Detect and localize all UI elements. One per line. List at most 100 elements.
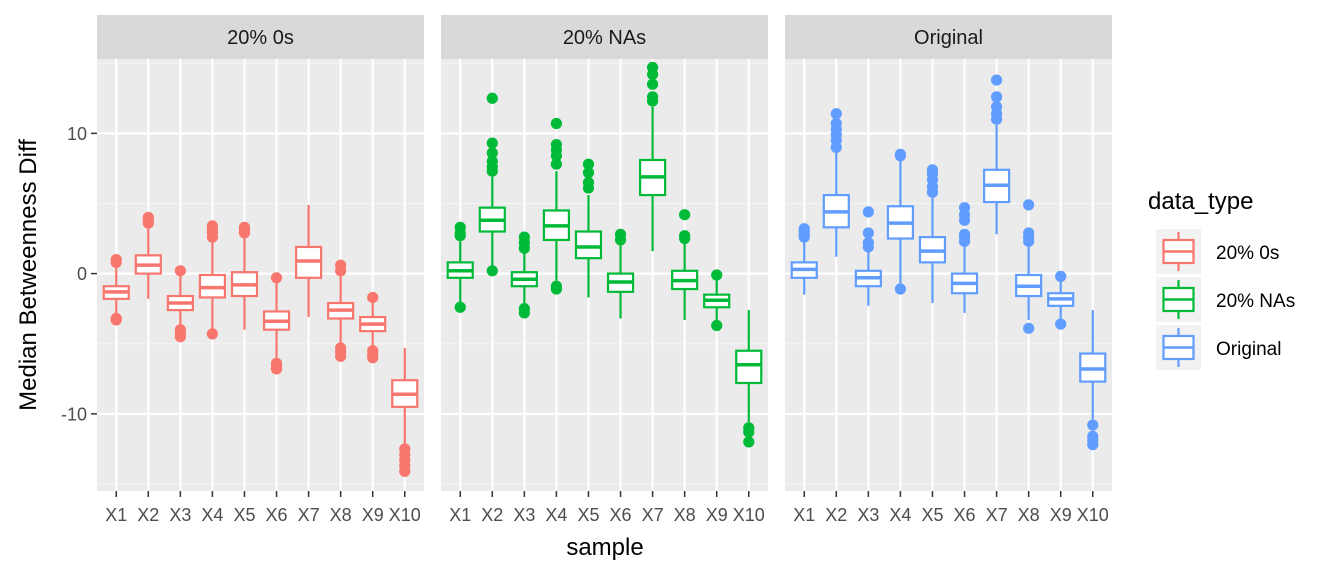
outlier-point [550,138,563,151]
box-X8 [1015,199,1043,334]
legend-item: Original [1156,325,1281,370]
x-tick-label: X1 [449,505,471,525]
outlier-point [582,167,595,179]
box-X8 [327,259,355,362]
x-tick-label: X9 [1050,505,1072,525]
x-tick-label: X7 [986,505,1008,525]
outlier-point [862,227,874,239]
x-tick-label: X9 [362,505,384,525]
outlier-point [1023,199,1035,211]
outlier-point [679,209,691,221]
outlier-point [1055,270,1067,283]
outlier-point [486,147,498,159]
outlier-point [335,350,347,362]
outlier-point [110,256,122,268]
x-tick-label: X10 [733,505,765,525]
outlier-point [550,158,563,170]
outlier-point [486,265,498,277]
y-axis-title: Median Betweenness Diff [15,139,42,411]
outlier-point [1087,419,1099,431]
outlier-point [270,272,283,284]
outlier-point [174,331,186,343]
outlier-point [862,206,874,218]
x-tick-label: X1 [793,505,815,525]
outlier-point [830,108,842,120]
outlier-point [335,259,347,271]
box-X7 [982,74,1011,235]
box-X6 [950,202,979,313]
outlier-point [1023,322,1035,334]
outlier-point [646,78,659,90]
x-tick-label: X4 [889,505,911,525]
x-tick-label: X5 [577,505,599,525]
outlier-point [743,436,755,448]
box-X3 [854,206,882,306]
y-tick-label: -10 [61,404,87,424]
outlier-point [711,319,723,332]
box-X9 [1047,270,1075,330]
outlier-point [550,283,563,295]
outlier-point [582,176,595,189]
x-tick-label: X8 [674,505,696,525]
facet-strip [97,15,424,59]
outlier-point [454,221,466,233]
box-X2 [822,108,850,257]
box-X3 [510,231,538,319]
legend-title: data_type [1148,188,1253,215]
box-X6 [606,228,635,319]
outlier-point [550,117,563,130]
box-X4 [198,220,227,340]
box-X2 [478,92,506,277]
outlier-point [894,283,907,295]
iqr-box [574,230,603,260]
y-tick-label: 10 [67,124,87,144]
legend-label: 20% NAs [1216,291,1295,312]
legend-label: 20% 0s [1216,243,1279,264]
box-X1 [102,253,130,326]
box-X1 [446,221,474,313]
legend: data_type 20% 0s 20% NAs Original [1148,188,1295,370]
outlier-point [174,265,186,277]
x-tick-label: X9 [706,505,728,525]
outlier-point [206,328,219,340]
x-tick-label: X6 [954,505,976,525]
box-X3 [166,265,194,343]
outlier-point [270,363,283,375]
x-tick-label: X4 [201,505,223,525]
outlier-point [399,465,411,477]
x-tick-label: X7 [642,505,664,525]
outlier-point [1055,318,1067,330]
x-tick-label: X6 [610,505,632,525]
outlier-point [743,426,755,438]
box-X9 [703,269,731,332]
box-X10 [391,347,419,477]
box-X1 [790,223,818,295]
outlier-point [926,164,939,176]
outlier-point [646,61,659,74]
facet-panel: 20% NAs X1 X2 X3 X4 X5 X6 X7 X8 X9 X10 [441,15,768,525]
outlier-point [990,101,1003,113]
facet-strip-label: 20% NAs [563,27,646,49]
outlier-point [711,269,723,281]
x-tick-label: X2 [481,505,503,525]
x-tick-label: X3 [513,505,535,525]
outlier-point [486,155,498,167]
box-X8 [671,209,699,320]
x-tick-label: X1 [105,505,127,525]
outlier-point [894,148,907,160]
outlier-point [646,91,659,103]
box-X7 [294,204,323,318]
outlier-point [990,74,1003,86]
x-tick-label: X3 [857,505,879,525]
outlier-point [958,228,971,240]
x-tick-label: X5 [921,505,943,525]
x-tick-label: X2 [137,505,159,525]
x-tick-label: X5 [233,505,255,525]
x-tick-label: X6 [266,505,288,525]
box-X6 [262,272,291,375]
facet-panel: 20% 0s X1 X2 X3 X4 X5 X6 X7 X8 X9 X10 [97,15,424,525]
outlier-point [206,220,219,232]
iqr-box [735,349,763,385]
facet-panel: Original X1 X2 X3 X4 X5 X6 X7 X8 X9 X10 [785,15,1112,525]
